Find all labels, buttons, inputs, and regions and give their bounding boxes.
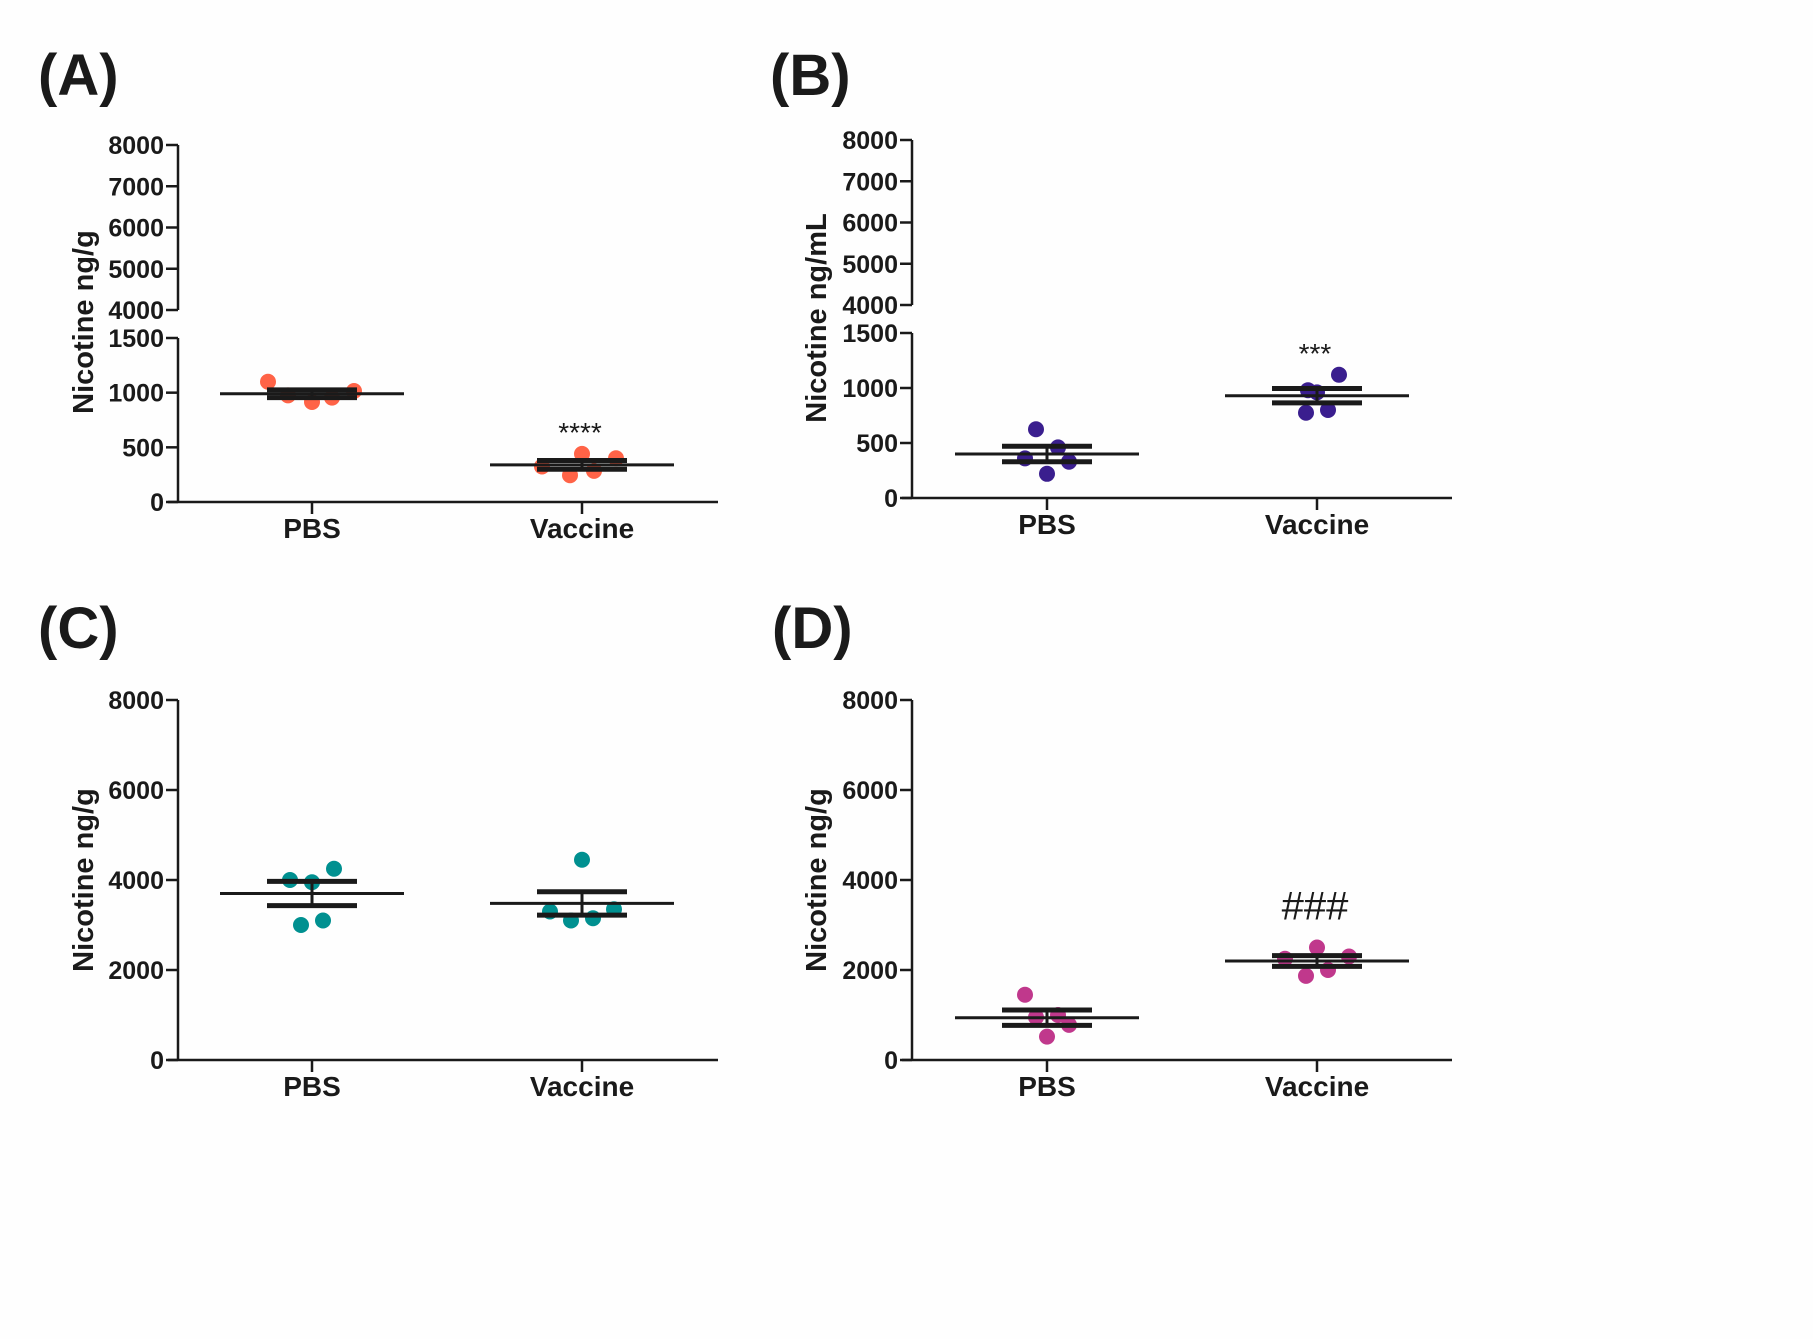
data-point [1331,366,1347,383]
y-axis-label: Nicotine ng/g [801,788,833,972]
y-tick-label: 1500 [842,320,898,348]
y-tick-label: 2000 [842,957,898,985]
data-point [1298,967,1314,984]
y-axis-label: Nicotine ng/g [68,788,100,972]
x-tick-label: PBS [1018,509,1076,540]
data-point [1309,939,1325,956]
y-tick-label: 6000 [108,777,164,805]
y-tick-label: 500 [856,430,898,458]
x-tick-label: Vaccine [1265,509,1369,540]
data-point [1017,986,1033,1003]
y-tick-label: 1000 [842,375,898,403]
panel-letter: (D) [772,596,853,661]
y-tick-label: 500 [122,434,164,462]
data-point [326,860,342,877]
y-tick-label: 2000 [108,957,164,985]
y-tick-label: 4000 [842,867,898,895]
significance-label: **** [558,417,602,448]
data-point [293,917,309,933]
y-tick-label: 4000 [108,867,164,895]
x-tick-label: Vaccine [1265,1071,1369,1102]
data-point [315,912,331,929]
x-tick-label: Vaccine [530,513,634,544]
y-tick-label: 0 [884,1047,898,1075]
y-tick-label: 7000 [108,173,164,201]
panel-b: (B) Nicotine ng/mL PBS Vaccine 0 500 1000 15004… [770,43,1452,540]
y-tick-label: 6000 [842,210,898,238]
data-point [1320,402,1336,418]
panel-letter: (C) [38,596,119,661]
y-tick-label: 8000 [108,687,164,715]
x-tick-label: PBS [283,1071,341,1102]
y-tick-label: 8000 [842,687,898,715]
panel-d: (D) Nicotine ng/g PBS Vaccine 0 2000 4000 6000 8… [772,596,1452,1102]
panel-letter: (A) [38,43,119,108]
panel-c: (C) Nicotine ng/g PBS Vaccine 0 2000 4000 6000 8… [38,596,718,1102]
y-tick-label: 5000 [842,251,898,279]
y-tick-label: 4000 [842,292,898,320]
y-tick-label: 0 [150,1047,164,1075]
y-tick-label: 5000 [108,256,164,284]
panel-letter: (B) [770,43,851,108]
y-axis-label: Nicotine ng/g [68,230,100,414]
data-point [574,445,590,462]
y-tick-label: 1000 [108,380,164,408]
y-tick-label: 1500 [108,325,164,353]
y-tick-label: 4000 [108,297,164,325]
y-tick-label: 6000 [842,777,898,805]
x-tick-label: Vaccine [530,1071,634,1102]
y-tick-label: 0 [150,489,164,517]
y-axis-label: Nicotine ng/mL [801,213,833,422]
significance-label: ### [1282,885,1349,929]
x-tick-label: PBS [283,513,341,544]
x-tick-label: PBS [1018,1071,1076,1102]
y-tick-label: 7000 [842,168,898,196]
y-tick-label: 8000 [842,127,898,155]
data-point [1298,404,1314,421]
y-tick-label: 8000 [108,132,164,160]
y-tick-label: 0 [884,485,898,513]
data-point [1039,1028,1055,1045]
y-tick-label: 6000 [108,215,164,243]
panel-a: (A) Nicotine ng/g PBS Vaccine 0 500 1000 150040… [38,43,718,544]
data-point [260,373,276,390]
data-point [574,851,590,868]
data-point [1039,465,1055,482]
data-point [1028,421,1044,438]
significance-label: *** [1299,338,1332,369]
